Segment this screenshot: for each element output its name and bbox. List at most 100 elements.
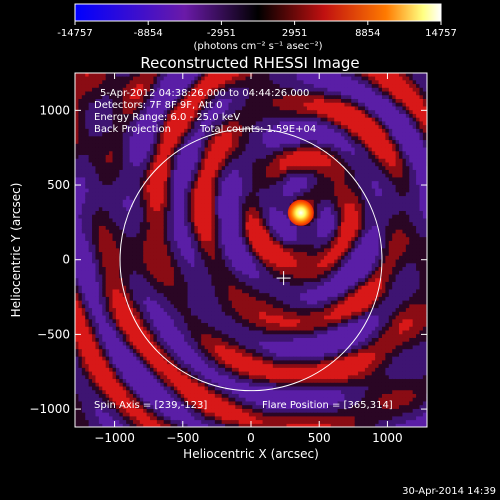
- heatmap-cell: [150, 419, 155, 424]
- heatmap-cell: [156, 132, 161, 137]
- heatmap-cell: [95, 143, 100, 148]
- heatmap-cell: [163, 221, 168, 226]
- heatmap-cell: [132, 236, 137, 241]
- heatmap-cell: [248, 296, 253, 301]
- heatmap-cell: [98, 348, 103, 353]
- heatmap-cell: [225, 382, 230, 387]
- heatmap-cell: [160, 75, 165, 81]
- heatmap-cell: [102, 307, 107, 312]
- heatmap-cell: [139, 102, 144, 107]
- heatmap-cell: [75, 221, 80, 226]
- heatmap-cell: [129, 408, 134, 413]
- heatmap-cell: [81, 83, 86, 88]
- heatmap-cell: [201, 165, 206, 170]
- heatmap-cell: [201, 120, 206, 126]
- heatmap-cell: [156, 378, 161, 383]
- heatmap-cell: [132, 247, 137, 253]
- heatmap-cell: [201, 229, 206, 234]
- heatmap-cell: [78, 292, 83, 297]
- heatmap-cell: [167, 389, 172, 394]
- heatmap-cell: [92, 292, 97, 297]
- heatmap-cell: [88, 109, 93, 114]
- heatmap-cell: [214, 176, 219, 182]
- heatmap-cell: [218, 341, 223, 346]
- heatmap-cell: [160, 90, 165, 96]
- heatmap-cell: [170, 352, 175, 357]
- heatmap-cell: [170, 221, 175, 226]
- heatmap-cell: [109, 117, 114, 122]
- heatmap-cell: [208, 169, 213, 174]
- heatmap-cell: [105, 296, 110, 301]
- heatmap-cell: [225, 73, 230, 77]
- heatmap-cell: [170, 397, 175, 402]
- heatmap-cell: [187, 139, 192, 144]
- heatmap-cell: [78, 199, 83, 204]
- heatmap-cell: [173, 232, 178, 238]
- heatmap-cell: [88, 408, 93, 413]
- heatmap-cell: [211, 232, 216, 238]
- heatmap-cell: [245, 262, 250, 268]
- heatmap-cell: [231, 102, 236, 107]
- heatmap-cell: [208, 102, 213, 107]
- heatmap-cell: [177, 109, 182, 114]
- heatmap-cell: [88, 348, 93, 353]
- heatmap-cell: [160, 322, 165, 327]
- heatmap-cell: [146, 214, 151, 219]
- heatmap-cell: [78, 415, 83, 421]
- heatmap-cell: [187, 393, 192, 398]
- heatmap-cell: [204, 277, 209, 282]
- heatmap-cell: [167, 378, 172, 383]
- heatmap-cell: [211, 300, 216, 305]
- heatmap-cell: [150, 240, 155, 245]
- heatmap-cell: [184, 120, 189, 126]
- heatmap-cell: [143, 102, 148, 107]
- heatmap-cell: [194, 247, 199, 253]
- heatmap-cell: [204, 367, 209, 372]
- heatmap-cell: [170, 188, 175, 193]
- heatmap-cell: [238, 232, 243, 238]
- heatmap-cell: [153, 105, 158, 111]
- heatmap-cell: [85, 326, 90, 331]
- heatmap-cell: [126, 404, 131, 409]
- heatmap-cell: [139, 292, 144, 297]
- heatmap-cell: [112, 415, 117, 421]
- heatmap-cell: [95, 139, 100, 144]
- heatmap-cell: [139, 214, 144, 219]
- heatmap-cell: [245, 225, 250, 230]
- heatmap-cell: [187, 329, 192, 335]
- heatmap-cell: [150, 120, 155, 126]
- heatmap-cell: [228, 191, 233, 197]
- heatmap-cell: [143, 124, 148, 129]
- heatmap-cell: [211, 296, 216, 301]
- heatmap-cell: [98, 124, 103, 129]
- heatmap-cell: [119, 113, 124, 118]
- heatmap-cell: [92, 109, 97, 114]
- heatmap-cell: [221, 87, 226, 92]
- heatmap-cell: [112, 180, 117, 185]
- heatmap-cell: [146, 73, 151, 77]
- heatmap-cell: [211, 195, 216, 200]
- heatmap-cell: [150, 374, 155, 380]
- heatmap-cell: [88, 236, 93, 241]
- heatmap-cell: [211, 251, 216, 256]
- heatmap-cell: [88, 292, 93, 297]
- heatmap-cell: [170, 258, 175, 264]
- heatmap-cell: [190, 214, 195, 219]
- heatmap-cell: [81, 393, 86, 398]
- heatmap-cell: [235, 296, 240, 301]
- heatmap-cell: [167, 311, 172, 316]
- heatmap-cell: [143, 281, 148, 286]
- heatmap-cell: [231, 285, 236, 290]
- heatmap-cell: [75, 135, 80, 141]
- heatmap-cell: [238, 173, 243, 178]
- heatmap-cell: [197, 374, 202, 380]
- heatmap-cell: [225, 292, 230, 297]
- heatmap-cell: [235, 333, 240, 338]
- heatmap-cell: [112, 113, 117, 118]
- heatmap-cell: [204, 176, 209, 182]
- heatmap-cell: [211, 258, 216, 264]
- heatmap-cell: [139, 281, 144, 286]
- heatmap-cell: [177, 251, 182, 256]
- heatmap-cell: [129, 303, 134, 309]
- heatmap-cell: [184, 75, 189, 81]
